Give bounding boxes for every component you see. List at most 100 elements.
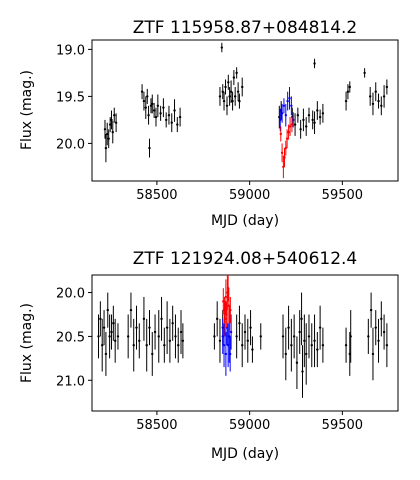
data-point: [108, 123, 112, 126]
data-point: [112, 322, 115, 325]
data-point: [310, 343, 313, 347]
y-tick-label: 20.0: [56, 287, 85, 302]
data-point: [170, 121, 173, 124]
data-point: [380, 317, 383, 321]
data-point: [363, 71, 366, 75]
data-point: [287, 130, 290, 134]
data-point: [151, 352, 154, 356]
data-point: [235, 335, 238, 338]
data-point: [296, 114, 300, 117]
data-point: [132, 343, 135, 347]
data-point: [288, 97, 291, 100]
data-point: [177, 343, 180, 347]
data-point: [108, 335, 111, 338]
data-point: [151, 102, 154, 106]
data-point: [251, 348, 254, 351]
data-point: [368, 95, 372, 98]
data-point: [110, 118, 113, 122]
data-point: [302, 118, 305, 122]
data-point: [102, 326, 106, 329]
data-point: [116, 335, 120, 338]
data-point: [377, 99, 380, 103]
data-point: [142, 99, 146, 103]
data-point: [223, 317, 227, 321]
data-point: [148, 326, 151, 329]
data-point: [152, 109, 156, 112]
data-point: [290, 104, 293, 108]
data-point: [298, 330, 301, 334]
data-point: [284, 114, 287, 117]
data-point: [382, 95, 386, 98]
y-tick-label: 21.0: [56, 374, 85, 389]
data-point: [316, 348, 319, 351]
data-point: [346, 90, 350, 93]
data-point: [107, 137, 110, 140]
data-point: [114, 121, 118, 124]
data-point: [287, 326, 290, 329]
data-point: [307, 114, 311, 117]
tick-group: 58500 59000 59500 19.0 19.5 20.0: [56, 43, 363, 203]
y-tick-label: 19.0: [56, 43, 85, 58]
data-point: [104, 352, 108, 356]
data-point: [228, 95, 231, 98]
data-point: [316, 109, 319, 112]
data-point: [344, 99, 348, 103]
data-point: [288, 125, 292, 128]
data-point: [225, 104, 229, 108]
y-tick-label: 19.5: [56, 90, 85, 105]
data-point: [283, 156, 286, 159]
data-point: [228, 352, 232, 356]
x-tick-label: 59500: [322, 418, 363, 433]
data-point: [284, 352, 287, 356]
data-point: [305, 125, 308, 128]
data-point: [225, 313, 228, 316]
data-point: [238, 322, 241, 325]
series-2: [222, 275, 232, 337]
data-point: [313, 339, 316, 343]
data-point: [154, 115, 158, 119]
data-point: [144, 106, 147, 109]
x-tick-label: 58500: [136, 418, 177, 433]
data-point: [299, 128, 302, 131]
data-point: [236, 90, 240, 93]
data-point: [259, 335, 262, 338]
data-point: [126, 335, 130, 338]
data-point: [145, 343, 148, 347]
data-point: [232, 76, 236, 79]
y-axis-label: Flux (mag.): [19, 303, 35, 383]
data-point: [229, 330, 233, 334]
plot-frame: [91, 274, 399, 412]
series-0: [97, 292, 389, 398]
y-tick-label: 20.0: [56, 137, 85, 152]
data-point: [159, 112, 162, 115]
data-point: [213, 335, 216, 338]
data-point: [281, 335, 285, 338]
data-point: [303, 339, 306, 343]
data-point: [178, 115, 182, 119]
data-point: [176, 123, 179, 126]
data-point: [377, 339, 380, 343]
data-point: [280, 112, 284, 115]
data-point: [227, 81, 230, 84]
data-point: [156, 104, 160, 108]
series-2: [279, 117, 294, 179]
x-tick-label: 59000: [229, 188, 270, 203]
data-point: [295, 361, 299, 364]
data-point: [249, 326, 252, 329]
data-point: [369, 308, 373, 312]
data-point: [246, 339, 249, 343]
data-point: [135, 326, 138, 329]
data-point: [97, 335, 100, 338]
data-point: [101, 343, 104, 347]
x-tick-label: 59000: [229, 418, 270, 433]
data-point: [301, 370, 304, 373]
data-point: [280, 151, 284, 154]
data-point: [142, 317, 146, 321]
data-point: [99, 317, 102, 321]
tick-group: 58500 59000 59500 20.0 20.5 21.0: [56, 287, 363, 433]
data-point: [292, 335, 296, 338]
data-point: [292, 118, 295, 122]
data-point: [224, 295, 228, 299]
data-point: [311, 118, 314, 122]
data-point: [163, 343, 166, 347]
